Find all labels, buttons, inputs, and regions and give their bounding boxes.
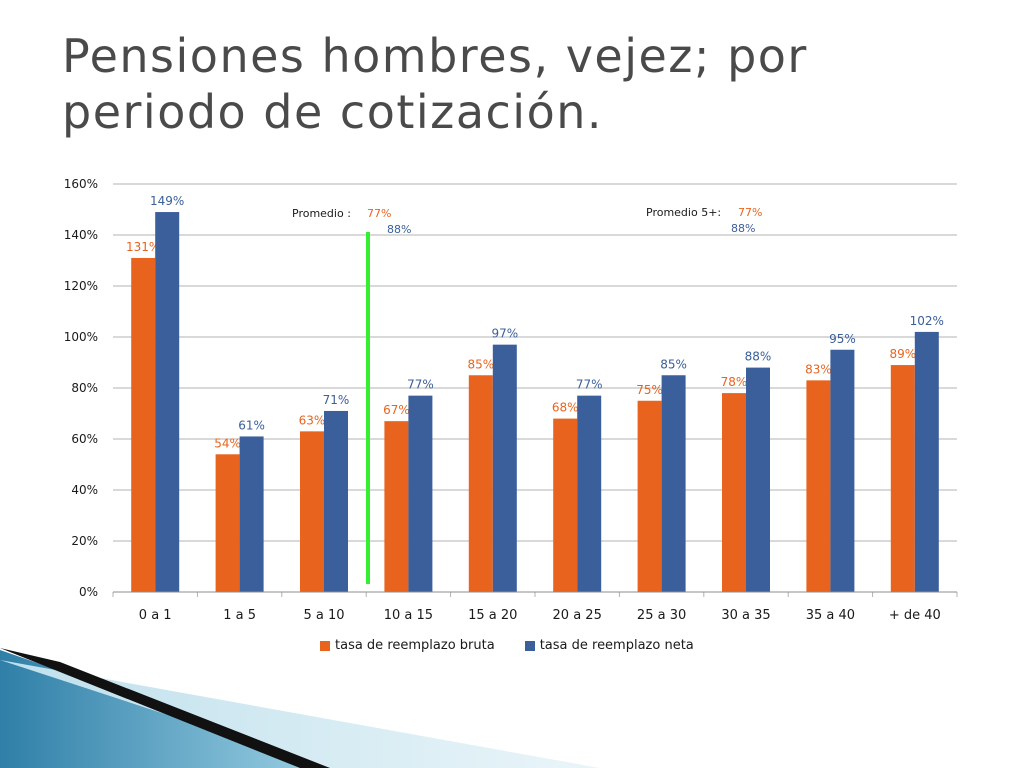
bar-bruta [131, 257, 156, 592]
data-label-bruta: 68% [552, 401, 579, 415]
data-label-neta: 77% [576, 378, 603, 392]
bar-neta [324, 410, 348, 592]
bar-neta [661, 375, 686, 592]
bar-neta [492, 344, 517, 592]
y-tick-label: 140% [64, 228, 98, 242]
bar-bruta [806, 380, 831, 592]
data-label-neta: 61% [238, 418, 265, 432]
data-label-neta: 149% [150, 194, 184, 208]
legend-swatch-neta [524, 640, 535, 651]
data-label-neta: 77% [407, 378, 434, 392]
data-label-neta: 97% [491, 327, 518, 341]
x-tick-label: 20 a 25 [553, 608, 602, 623]
y-tick-label: 20% [71, 534, 98, 548]
chart-legend: tasa de reemplazo bruta tasa de reemplaz… [320, 638, 694, 653]
bar-neta [408, 395, 433, 592]
annotation-promedio-bruta: 77% [367, 207, 391, 220]
legend-label-bruta: tasa de reemplazo bruta [335, 638, 495, 653]
x-tick-label: 35 a 40 [806, 608, 855, 623]
bar-bruta [637, 400, 662, 592]
data-label-bruta: 67% [383, 403, 410, 417]
x-tick-label: 10 a 15 [384, 608, 433, 623]
data-label-bruta: 54% [214, 436, 241, 450]
annotation-promedio-neta: 88% [387, 223, 411, 236]
bar-neta [155, 212, 180, 593]
annotation-promedio5-neta: 88% [731, 222, 755, 235]
x-tick-label: 30 a 35 [721, 608, 770, 623]
bar-bruta [553, 418, 578, 592]
data-label-neta: 95% [829, 332, 856, 346]
data-label-bruta: 85% [467, 357, 494, 371]
x-tick-label: 25 a 30 [637, 608, 686, 623]
x-tick-label: 1 a 5 [223, 608, 256, 623]
bar-bruta [722, 393, 746, 592]
x-tick-label: 5 a 10 [303, 608, 344, 623]
bar-bruta [215, 454, 240, 592]
x-tick-label: 0 a 1 [139, 608, 172, 623]
x-tick-label: + de 40 [889, 608, 941, 623]
legend-item-bruta: tasa de reemplazo bruta [320, 638, 495, 653]
data-label-neta: 71% [323, 393, 350, 407]
bar-neta [914, 331, 939, 592]
bar-neta [830, 349, 855, 592]
data-label-bruta: 89% [889, 347, 916, 361]
data-label-bruta: 75% [636, 383, 663, 397]
data-label-bruta: 78% [721, 375, 748, 389]
bar-neta [746, 367, 770, 592]
data-label-neta: 85% [660, 357, 687, 371]
bar-bruta [890, 365, 915, 592]
title-line-1: Pensiones hombres, vejez; por [62, 29, 808, 83]
data-label-neta: 102% [910, 314, 944, 328]
data-label-bruta: 131% [126, 240, 160, 254]
annotation-promedio5-bruta: 77% [738, 206, 762, 219]
annotation-promedio5-label: Promedio 5+: [646, 206, 721, 219]
slide-title: Pensiones hombres, vejez; por periodo de… [62, 28, 962, 140]
legend-label-neta: tasa de reemplazo neta [539, 638, 694, 653]
bar-neta [577, 395, 602, 592]
data-label-bruta: 63% [299, 413, 326, 427]
bar-bruta [384, 421, 409, 592]
y-tick-label: 40% [71, 483, 98, 497]
y-tick-label: 160% [64, 177, 98, 191]
data-label-neta: 88% [745, 350, 772, 364]
x-tick-label: 15 a 20 [468, 608, 517, 623]
bar-bruta [300, 431, 324, 592]
y-tick-label: 60% [71, 432, 98, 446]
data-label-bruta: 83% [805, 362, 832, 376]
legend-item-neta: tasa de reemplazo neta [524, 638, 694, 653]
bar-bruta [468, 375, 493, 592]
annotation-promedio-label: Promedio : [292, 207, 351, 220]
title-line-2: periodo de cotización. [62, 85, 603, 139]
bar-neta [239, 436, 264, 592]
y-tick-label: 120% [64, 279, 98, 293]
y-tick-label: 100% [64, 330, 98, 344]
legend-swatch-bruta [320, 640, 330, 651]
y-tick-label: 80% [71, 381, 98, 395]
y-tick-label: 0% [79, 585, 98, 599]
